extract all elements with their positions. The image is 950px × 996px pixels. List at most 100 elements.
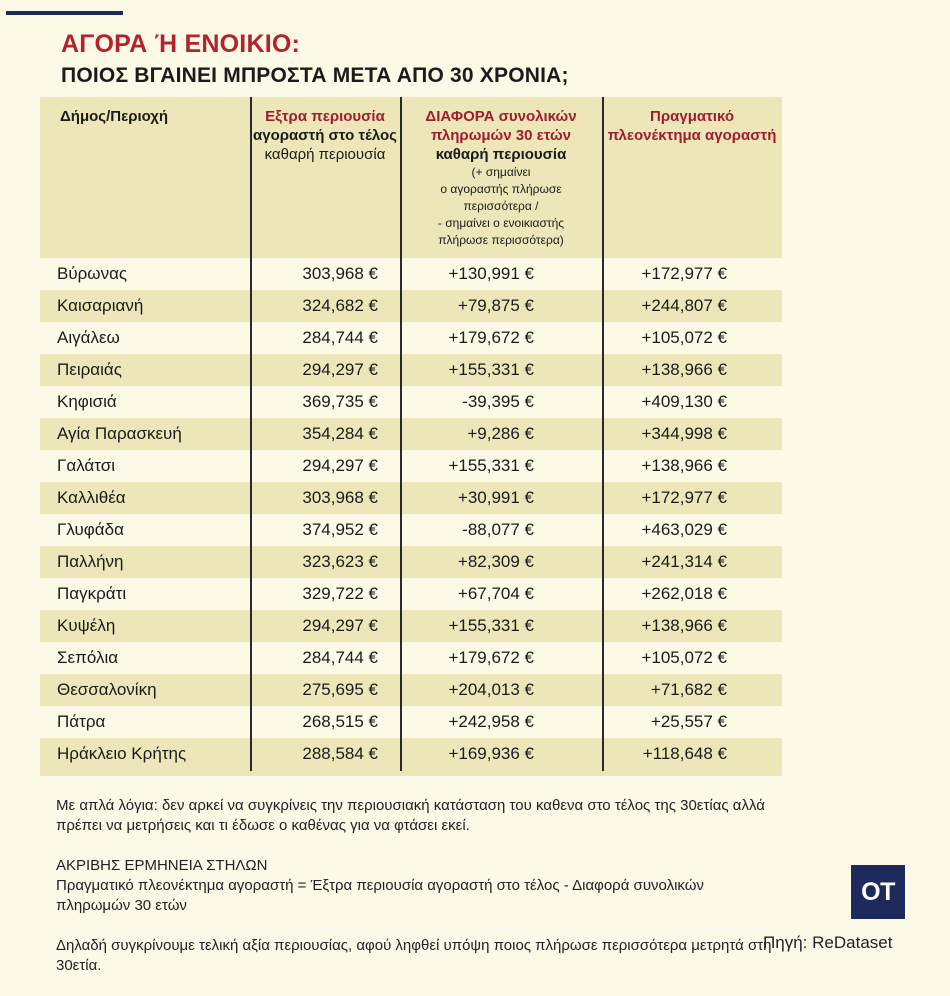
- cell-real-advantage: +71,682 €: [650, 680, 727, 699]
- cell-extra-wealth: 329,722 €: [302, 584, 378, 603]
- cell-area: Γλυφάδα: [57, 520, 124, 539]
- table-row: Βύρωνας 303,968 € +130,991 € +172,977 €: [40, 258, 782, 290]
- column-divider: [602, 97, 604, 771]
- cell-payment-diff: +9,286 €: [467, 424, 534, 443]
- note-simple-words: Με απλά λόγια: δεν αρκεί να συγκρίνεις τ…: [56, 797, 765, 834]
- cell-area: Κυψέλη: [57, 616, 116, 635]
- data-table: Δήμος/Περιοχή Εξτρα περιουσία αγοραστή σ…: [40, 97, 782, 776]
- cell-real-advantage: +25,557 €: [650, 712, 727, 731]
- cell-payment-diff: +130,991 €: [448, 264, 534, 283]
- cell-real-advantage: +138,966 €: [641, 456, 727, 475]
- header-diff-bold: καθαρή περιουσία: [435, 146, 567, 163]
- header-payment-diff: ΔΙΑΦΟΡΑ συνολικών πληρωμών 30 ετών καθαρ…: [400, 97, 602, 258]
- cell-payment-diff: +67,704 €: [457, 584, 534, 603]
- source-credit: Πηγή: ReDataset: [763, 933, 893, 952]
- cell-area: Καλλιθέα: [57, 488, 126, 507]
- cell-real-advantage: +172,977 €: [641, 488, 727, 507]
- page-title: ΑΓΟΡΑ Ή ΕΝΟΙΚΙΟ:: [61, 30, 301, 58]
- note-column-meaning: ΑΚΡΙΒΗΣ ΕΡΜΗΝΕΙΑ ΣΤΗΛΩΝ Πραγματικό πλεον…: [56, 856, 776, 916]
- note-column-formula: Πραγματικό πλεονέκτημα αγοραστή = Έξτρα …: [56, 877, 704, 914]
- header-real-advantage: Πραγματικό πλεονέκτημα αγοραστή: [602, 97, 782, 258]
- table-row: Καλλιθέα 303,968 € +30,991 € +172,977 €: [40, 482, 782, 514]
- cell-area: Παλλήνη: [57, 552, 124, 571]
- cell-area: Γαλάτσι: [57, 456, 116, 475]
- cell-real-advantage: +138,966 €: [641, 616, 727, 635]
- table-row: Κυψέλη 294,297 € +155,331 € +138,966 €: [40, 610, 782, 642]
- header-extra-black: αγοραστή στο τέλος: [253, 127, 397, 144]
- cell-payment-diff: +155,331 €: [448, 616, 534, 635]
- cell-real-advantage: +172,977 €: [641, 264, 727, 283]
- cell-payment-diff: +179,672 €: [448, 328, 534, 347]
- cell-payment-diff: +82,309 €: [457, 552, 534, 571]
- table-bottom-band: [40, 770, 782, 776]
- cell-extra-wealth: 268,515 €: [302, 712, 378, 731]
- cell-payment-diff: +242,958 €: [448, 712, 534, 731]
- cell-payment-diff: -39,395 €: [462, 392, 534, 411]
- notes-block: Με απλά λόγια: δεν αρκεί να συγκρίνεις τ…: [56, 796, 776, 996]
- cell-extra-wealth: 303,968 €: [302, 488, 378, 507]
- top-accent-bar: [6, 11, 123, 15]
- cell-real-advantage: +241,314 €: [641, 552, 727, 571]
- cell-area: Ηράκλειο Κρήτης: [57, 744, 187, 763]
- cell-area: Βύρωνας: [57, 264, 128, 283]
- table-row: Παγκράτι 329,722 € +67,704 € +262,018 €: [40, 578, 782, 610]
- cell-extra-wealth: 284,744 €: [302, 328, 378, 347]
- cell-extra-wealth: 303,968 €: [302, 264, 378, 283]
- cell-payment-diff: +204,013 €: [448, 680, 534, 699]
- table-row: Αγία Παρασκευή 354,284 € +9,286 € +344,9…: [40, 418, 782, 450]
- cell-payment-diff: +179,672 €: [448, 648, 534, 667]
- table-row: Καισαριανή 324,682 € +79,875 € +244,807 …: [40, 290, 782, 322]
- cell-area: Αιγάλεω: [57, 328, 120, 347]
- cell-extra-wealth: 284,744 €: [302, 648, 378, 667]
- table-row: Πειραιάς 294,297 € +155,331 € +138,966 €: [40, 354, 782, 386]
- header-extra-wealth: Εξτρα περιουσία αγοραστή στο τέλος καθαρ…: [250, 97, 400, 258]
- header-diff-note3: περισσότερα /: [463, 199, 539, 213]
- cell-real-advantage: +344,998 €: [641, 424, 727, 443]
- cell-real-advantage: +262,018 €: [641, 584, 727, 603]
- column-divider: [250, 97, 252, 771]
- table-row: Αιγάλεω 284,744 € +179,672 € +105,072 €: [40, 322, 782, 354]
- table-row: Σεπόλια 284,744 € +179,672 € +105,072 €: [40, 642, 782, 674]
- cell-real-advantage: +409,130 €: [641, 392, 727, 411]
- cell-extra-wealth: 354,284 €: [302, 424, 378, 443]
- header-diff-red: ΔΙΑΦΟΡΑ συνολικών πληρωμών 30 ετών: [425, 108, 577, 144]
- cell-payment-diff: +169,936 €: [448, 744, 534, 763]
- cell-area: Πειραιάς: [57, 360, 122, 379]
- cell-extra-wealth: 323,623 €: [302, 552, 378, 571]
- table-row: Θεσσαλονίκη 275,695 € +204,013 € +71,682…: [40, 674, 782, 706]
- table-row: Κηφισιά 369,735 € -39,395 € +409,130 €: [40, 386, 782, 418]
- cell-extra-wealth: 294,297 €: [302, 616, 378, 635]
- table-row: Παλλήνη 323,623 € +82,309 € +241,314 €: [40, 546, 782, 578]
- ot-logo: OT: [851, 865, 905, 919]
- cell-real-advantage: +244,807 €: [641, 296, 727, 315]
- cell-extra-wealth: 275,695 €: [302, 680, 378, 699]
- cell-real-advantage: +105,072 €: [641, 328, 727, 347]
- cell-area: Κηφισιά: [57, 392, 117, 411]
- cell-payment-diff: -88,077 €: [462, 520, 534, 539]
- cell-extra-wealth: 324,682 €: [302, 296, 378, 315]
- cell-real-advantage: +463,029 €: [641, 520, 727, 539]
- table-row: Γλυφάδα 374,952 € -88,077 € +463,029 €: [40, 514, 782, 546]
- cell-area: Καισαριανή: [57, 296, 144, 315]
- table-row: Ηράκλειο Κρήτης 288,584 € +169,936 € +11…: [40, 738, 782, 770]
- header-diff-note5: πλήρωσε περισσότερα): [438, 233, 564, 247]
- cell-real-advantage: +138,966 €: [641, 360, 727, 379]
- column-divider: [400, 97, 402, 771]
- cell-area: Σεπόλια: [57, 648, 119, 667]
- cell-real-advantage: +118,648 €: [642, 744, 727, 763]
- table-body: Βύρωνας 303,968 € +130,991 € +172,977 € …: [40, 258, 782, 770]
- cell-area: Πάτρα: [57, 712, 106, 731]
- header-extra-red: Εξτρα περιουσία: [265, 108, 385, 125]
- cell-payment-diff: +79,875 €: [457, 296, 534, 315]
- cell-extra-wealth: 374,952 €: [302, 520, 378, 539]
- cell-payment-diff: +30,991 €: [457, 488, 534, 507]
- note-column-heading: ΑΚΡΙΒΗΣ ΕΡΜΗΝΕΙΑ ΣΤΗΛΩΝ: [56, 857, 268, 874]
- note-comparison: Δηλαδή συγκρίνουμε τελική αξία περιουσία…: [56, 937, 772, 974]
- cell-payment-diff: +155,331 €: [448, 360, 534, 379]
- page-subtitle: ΠΟΙΟΣ ΒΓΑΙΝΕΙ ΜΠΡΟΣΤΑ ΜΕΤΑ ΑΠΟ 30 ΧΡΟΝΙΑ…: [61, 64, 569, 87]
- cell-area: Παγκράτι: [57, 584, 127, 603]
- header-advantage-red: Πραγματικό πλεονέκτημα αγοραστή: [607, 108, 777, 144]
- cell-real-advantage: +105,072 €: [641, 648, 727, 667]
- cell-extra-wealth: 294,297 €: [302, 456, 378, 475]
- cell-extra-wealth: 288,584 €: [302, 744, 378, 763]
